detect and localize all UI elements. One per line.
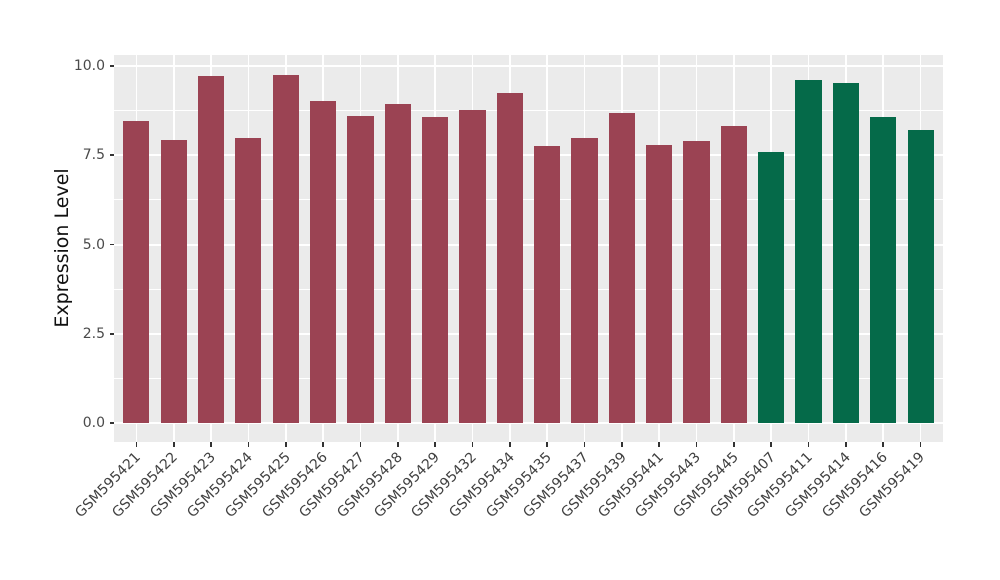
- y-tick-label: 10.0: [73, 58, 105, 74]
- bar: [160, 140, 187, 423]
- bar: [720, 125, 747, 423]
- bar: [646, 145, 673, 423]
- bar: [422, 117, 449, 423]
- bar: [832, 83, 859, 423]
- x-tick-mark: [695, 442, 698, 447]
- bar: [384, 104, 411, 423]
- gridline-major: [114, 422, 943, 424]
- bar: [235, 138, 262, 423]
- x-tick-mark: [845, 442, 847, 447]
- gridline-minor: [114, 199, 943, 201]
- y-tick-label: 2.5: [82, 325, 105, 342]
- bar: [459, 109, 486, 423]
- x-tick-mark: [733, 442, 735, 447]
- bar: [198, 75, 225, 423]
- x-tick-mark: [471, 442, 474, 447]
- x-axis-tick-labels: GSM595421 GSM595422 GSM595423 GSM595424 GSM5…: [72, 446, 943, 556]
- y-tick-label: 5.0: [82, 236, 105, 253]
- x-tick-mark: [658, 442, 660, 447]
- y-tick-label: 7.5: [82, 147, 105, 164]
- gridline-minor: [114, 110, 943, 112]
- x-tick-mark: [210, 442, 212, 447]
- bar: [795, 79, 822, 423]
- y-tick-label: 0.0: [82, 415, 105, 431]
- bar: [534, 145, 561, 423]
- gridline-minor: [114, 377, 943, 379]
- bar: [496, 93, 523, 423]
- gridline-minor: [114, 288, 943, 290]
- x-tick-mark: [621, 442, 623, 447]
- x-tick-mark: [770, 442, 773, 447]
- plot-panel: [114, 55, 943, 442]
- x-tick-mark: [583, 442, 586, 447]
- bar: [272, 74, 299, 423]
- bar: [907, 129, 934, 423]
- y-tick-mark: [110, 154, 114, 157]
- bar: [683, 140, 710, 423]
- bar: [608, 113, 635, 423]
- x-tick-mark: [434, 442, 436, 447]
- x-tick-mark: [882, 442, 885, 447]
- gridline-major: [114, 332, 943, 335]
- x-tick-mark: [247, 442, 250, 447]
- x-tick-mark: [322, 442, 324, 447]
- x-tick-mark: [284, 442, 287, 447]
- gridline-major: [114, 65, 943, 67]
- bar: [870, 117, 897, 423]
- x-tick-mark: [172, 442, 175, 447]
- x-tick-mark: [397, 442, 399, 447]
- gridline-major: [114, 243, 943, 246]
- x-tick-mark: [546, 442, 548, 447]
- y-tick-mark: [110, 422, 114, 424]
- x-tick-mark: [807, 442, 810, 447]
- y-tick-mark: [110, 332, 114, 335]
- x-tick-mark: [919, 442, 922, 447]
- bar: [310, 100, 337, 423]
- y-tick-mark: [110, 65, 114, 67]
- bar: [571, 138, 598, 423]
- y-axis-tick-labels: 0.0 2.5 5.0 7.5 10.0: [0, 55, 105, 442]
- x-tick-mark: [359, 442, 362, 447]
- bar: [758, 151, 785, 423]
- bar: [347, 115, 374, 423]
- x-tick-mark: [135, 442, 138, 447]
- bar: [123, 121, 150, 423]
- gridline-major: [114, 154, 943, 157]
- y-tick-mark: [110, 243, 114, 246]
- x-tick-mark: [509, 442, 511, 447]
